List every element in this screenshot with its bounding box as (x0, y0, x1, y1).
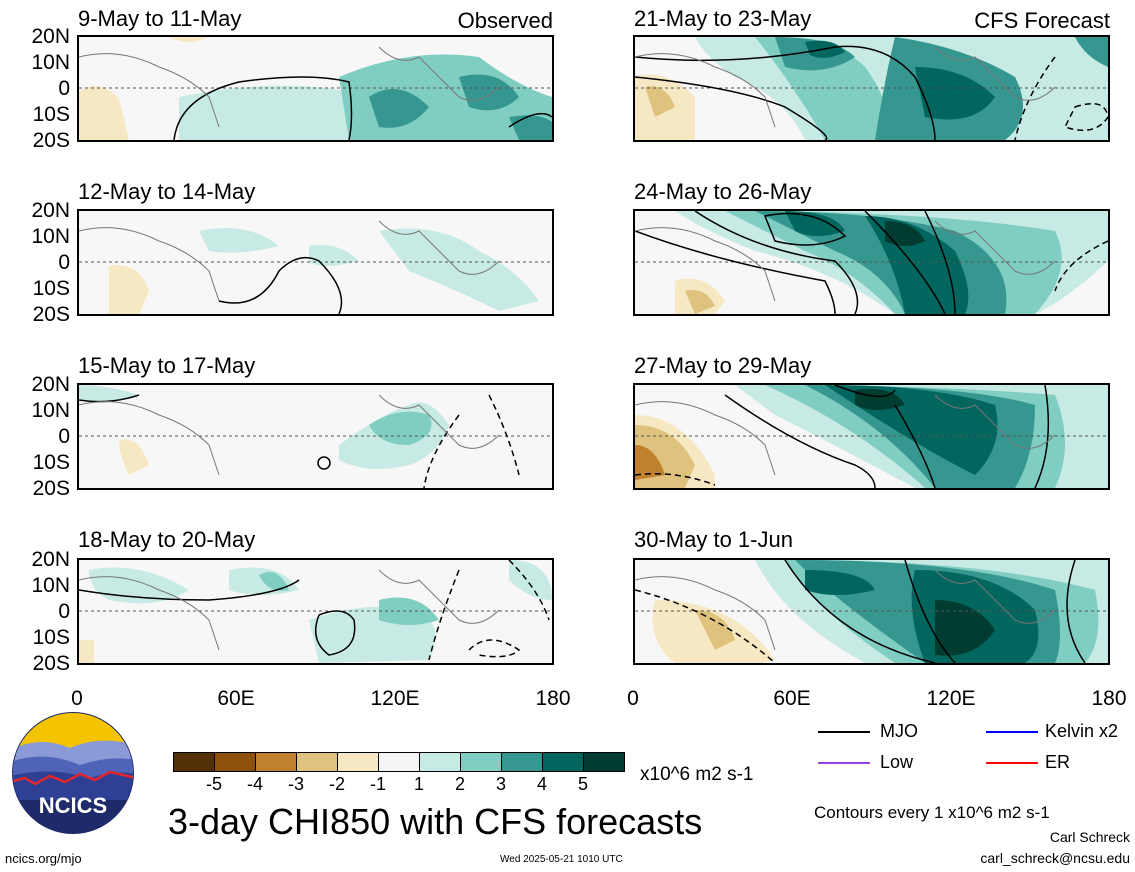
legend-line-kelvin (986, 731, 1038, 733)
map-panel (77, 383, 554, 490)
lat-label: 0 (58, 600, 70, 623)
lon-label: 180 (1091, 687, 1127, 710)
map-panel (77, 558, 554, 665)
legend-label-mjo: MJO (880, 721, 918, 741)
figure-title: 3-day CHI850 with CFS forecasts (168, 801, 703, 842)
footer-url: ncics.org/mjo (5, 851, 82, 866)
colorbar-label: -5 (205, 774, 222, 794)
colorbar-label: -4 (246, 774, 263, 794)
footer-email: carl_schreck@ncsu.edu (980, 850, 1130, 866)
legend-label-er: ER (1045, 752, 1071, 772)
lon-label: 180 (535, 687, 571, 710)
colorbar-label: 3 (495, 774, 506, 794)
lat-label: 20S (32, 477, 70, 500)
colorbar-units: x10^6 m2 s-1 (640, 764, 754, 785)
colorbar-cell (296, 752, 338, 772)
panel-label-forecast: CFS Forecast (974, 8, 1110, 33)
lat-label: 0 (58, 425, 70, 448)
panel-title: 24-May to 26-May (634, 179, 812, 204)
lat-label: 10N (31, 399, 70, 422)
colorbar-cell (419, 752, 461, 772)
colorbar-cell (214, 752, 256, 772)
colorbar-label: 4 (536, 774, 547, 794)
lat-label: 20S (32, 652, 70, 675)
colorbar-cell (173, 752, 215, 772)
panel-title: 15-May to 17-May (78, 353, 256, 378)
lon-label: 0 (627, 687, 639, 710)
colorbar-cell (337, 752, 379, 772)
footer-author: Carl Schreck (1049, 829, 1130, 845)
panel-title: 27-May to 29-May (634, 353, 812, 378)
legend-line-low (818, 762, 870, 764)
lon-label: 60E (217, 687, 255, 710)
panel-title: 12-May to 14-May (78, 179, 256, 204)
lon-label: 0 (71, 687, 83, 710)
lat-label: 10S (32, 451, 70, 474)
contours-note: Contours every 1 x10^6 m2 s-1 (814, 803, 1050, 822)
colorbar-label: 1 (413, 774, 424, 794)
lat-label: 10S (32, 277, 70, 300)
colorbar-label: -3 (287, 774, 304, 794)
lat-label: 20N (31, 25, 70, 48)
lat-label: 20N (31, 199, 70, 222)
colorbar-cell (542, 752, 584, 772)
map-panel (77, 209, 554, 316)
map-panel (633, 35, 1110, 142)
legend-label-kelvin: Kelvin x2 (1045, 721, 1119, 741)
legend-label-low: Low (880, 752, 914, 772)
colorbar-label: 2 (454, 774, 465, 794)
lat-label: 10N (31, 225, 70, 248)
colorbar-label: -1 (369, 774, 386, 794)
ncics-logo: NCICS (10, 710, 136, 836)
lat-label: 10N (31, 51, 70, 74)
colorbar-cell (460, 752, 502, 772)
panel-title: 18-May to 20-May (78, 527, 256, 552)
lat-label: 10N (31, 574, 70, 597)
lon-label: 60E (773, 687, 811, 710)
panel-title: 21-May to 23-May (634, 6, 812, 31)
lat-label: 20S (32, 129, 70, 152)
colorbar-cell (501, 752, 543, 772)
panel-title: 30-May to 1-Jun (634, 527, 793, 552)
colorbar-cell (583, 752, 625, 772)
lat-label: 20N (31, 373, 70, 396)
lat-label: 10S (32, 626, 70, 649)
map-panel (633, 383, 1110, 490)
footer-timestamp: Wed 2025-05-21 1010 UTC (500, 854, 623, 865)
legend-line-er (986, 762, 1038, 764)
lat-label: 20S (32, 303, 70, 326)
panel-title: 9-May to 11-May (78, 6, 242, 31)
colorbar-cell (378, 752, 420, 772)
colorbar-cell (255, 752, 297, 772)
lat-label: 0 (58, 77, 70, 100)
colorbar-label: 5 (577, 774, 588, 794)
map-panel (77, 35, 554, 142)
colorbar-label: -2 (328, 774, 345, 794)
lat-label: 0 (58, 251, 70, 274)
lat-label: 10S (32, 103, 70, 126)
map-panel (633, 209, 1110, 316)
map-panel (633, 558, 1110, 665)
legend-line-mjo (818, 731, 870, 733)
lat-label: 20N (31, 548, 70, 571)
logo-text: NCICS (39, 793, 107, 818)
lon-label: 120E (926, 687, 976, 710)
lon-label: 120E (370, 687, 420, 710)
panel-label-observed: Observed (457, 8, 553, 33)
